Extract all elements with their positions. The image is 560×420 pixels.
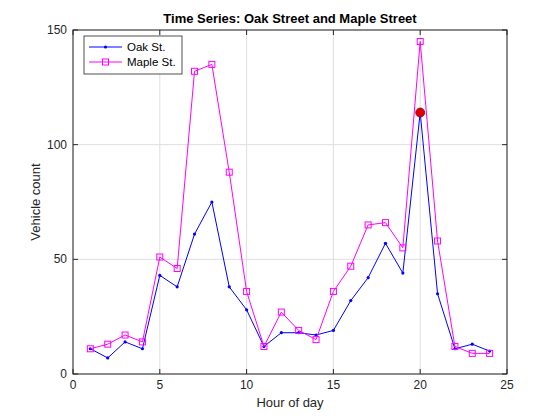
marker <box>193 233 196 236</box>
marker <box>123 340 126 343</box>
tick <box>507 369 508 374</box>
marker <box>106 356 109 359</box>
marker <box>192 68 198 74</box>
grid-line <box>333 30 334 374</box>
tick <box>502 144 507 145</box>
marker <box>435 238 441 244</box>
marker <box>296 327 302 333</box>
marker <box>278 309 284 315</box>
tick-label: 150 <box>47 23 67 37</box>
marker <box>452 343 458 349</box>
grid-line <box>73 144 507 145</box>
tick-label: 5 <box>156 378 163 392</box>
tick <box>73 144 78 145</box>
legend-marker <box>104 45 107 48</box>
tick <box>507 30 508 35</box>
marker <box>332 329 335 332</box>
marker <box>226 169 232 175</box>
marker <box>348 263 354 269</box>
title: Time Series: Oak Street and Maple Street <box>163 11 417 26</box>
legend-label: Oak St. <box>127 41 165 53</box>
background <box>0 0 560 420</box>
x-axis-label: Hour of day <box>256 395 324 410</box>
tick <box>333 369 334 374</box>
marker <box>122 332 128 338</box>
marker <box>157 254 163 260</box>
tick <box>73 30 74 35</box>
marker <box>417 38 423 44</box>
tick <box>502 259 507 260</box>
tick <box>333 30 334 35</box>
legend-marker <box>103 59 109 65</box>
grid-line <box>420 30 421 374</box>
marker <box>87 346 93 352</box>
marker <box>228 285 231 288</box>
tick <box>420 30 421 35</box>
tick <box>159 369 160 374</box>
marker <box>209 61 215 67</box>
tick <box>246 30 247 35</box>
tick-label: 0 <box>60 367 67 381</box>
tick <box>73 374 78 375</box>
marker <box>436 292 439 295</box>
tick <box>73 30 78 31</box>
tick <box>420 369 421 374</box>
marker <box>330 288 336 294</box>
marker <box>384 242 387 245</box>
marker <box>245 308 248 311</box>
legend-box <box>84 36 182 74</box>
y-axis-label: Vehicle count <box>28 163 43 241</box>
legend-line <box>89 62 122 63</box>
grid-line <box>73 259 507 260</box>
marker <box>244 288 250 294</box>
marker <box>367 276 370 279</box>
marker <box>365 222 371 228</box>
tick-label: 100 <box>47 138 67 152</box>
grid-line <box>159 30 160 374</box>
marker <box>471 343 474 346</box>
grid-line <box>246 30 247 374</box>
series-line <box>90 41 489 353</box>
axes: 0 5 10 15 20 25 0 50 100 150 <box>47 23 514 392</box>
marker <box>174 266 180 272</box>
tick <box>246 369 247 374</box>
tick-label: 50 <box>54 252 68 266</box>
axes-frame <box>73 30 507 374</box>
marker <box>382 220 388 226</box>
plot-area <box>73 30 507 374</box>
highlight-point <box>416 108 425 117</box>
tick-label: 10 <box>240 378 254 392</box>
tick-label: 25 <box>500 378 514 392</box>
legend-label: Maple St. <box>127 56 176 68</box>
marker <box>349 299 352 302</box>
marker <box>313 337 319 343</box>
marker <box>210 200 213 203</box>
tick <box>159 30 160 35</box>
tick-label: 0 <box>70 378 77 392</box>
marker <box>280 331 283 334</box>
data <box>87 38 492 359</box>
marker <box>158 274 161 277</box>
marker <box>176 285 179 288</box>
tick-label: 15 <box>327 378 341 392</box>
marker <box>139 339 145 345</box>
marker <box>401 271 404 274</box>
marker <box>261 343 267 349</box>
grid <box>73 30 507 374</box>
marker <box>487 350 493 356</box>
tick <box>502 374 507 375</box>
marker <box>141 347 144 350</box>
tick <box>502 30 507 31</box>
tick <box>73 259 78 260</box>
chart: 0 5 10 15 20 25 0 50 100 150 Time Series: Oak Stre… <box>0 0 560 420</box>
legend: Oak St. Maple St. <box>84 36 182 74</box>
marker <box>400 245 406 251</box>
marker <box>105 341 111 347</box>
tick <box>73 369 74 374</box>
tick-label: 20 <box>414 378 428 392</box>
marker <box>469 350 475 356</box>
